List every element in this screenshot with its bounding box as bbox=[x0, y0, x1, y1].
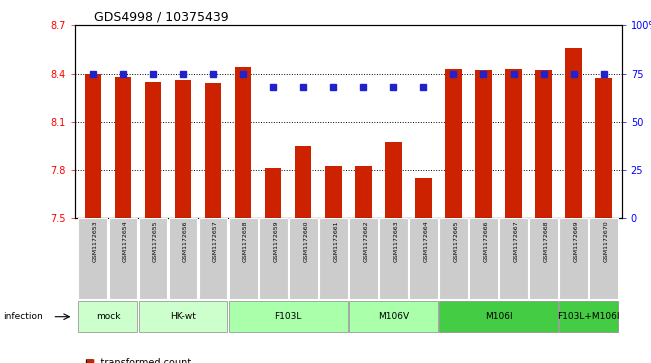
Bar bbox=[596, 78, 612, 218]
Text: M106I: M106I bbox=[485, 312, 512, 321]
Bar bbox=[499, 218, 528, 299]
Text: GSM1172666: GSM1172666 bbox=[484, 220, 488, 262]
Bar bbox=[589, 218, 618, 299]
Text: M106V: M106V bbox=[378, 312, 409, 321]
Text: GSM1172657: GSM1172657 bbox=[213, 220, 218, 262]
Bar bbox=[319, 218, 348, 299]
Text: GSM1172665: GSM1172665 bbox=[454, 220, 458, 262]
Bar bbox=[85, 73, 101, 218]
Bar bbox=[535, 70, 552, 218]
Bar bbox=[229, 218, 258, 299]
Bar bbox=[409, 218, 438, 299]
Bar bbox=[355, 167, 372, 218]
Bar bbox=[379, 218, 408, 299]
Bar bbox=[325, 167, 342, 218]
Text: HK-wt: HK-wt bbox=[170, 312, 196, 321]
Text: GSM1172653: GSM1172653 bbox=[93, 220, 98, 262]
Bar bbox=[199, 218, 227, 299]
Text: GSM1172658: GSM1172658 bbox=[243, 220, 248, 262]
Text: GDS4998 / 10375439: GDS4998 / 10375439 bbox=[94, 11, 229, 24]
Bar bbox=[235, 67, 251, 218]
Bar bbox=[139, 218, 167, 299]
Bar bbox=[169, 218, 197, 299]
Bar bbox=[565, 48, 582, 218]
Bar bbox=[505, 69, 522, 218]
Text: GSM1172663: GSM1172663 bbox=[393, 220, 398, 262]
Bar bbox=[174, 80, 191, 218]
Bar bbox=[349, 301, 438, 332]
Text: GSM1172670: GSM1172670 bbox=[603, 220, 609, 262]
Text: F103L: F103L bbox=[275, 312, 302, 321]
Text: GSM1172659: GSM1172659 bbox=[273, 220, 278, 262]
Bar bbox=[205, 83, 221, 218]
Bar bbox=[385, 142, 402, 218]
Text: GSM1172668: GSM1172668 bbox=[544, 220, 549, 262]
Text: GSM1172664: GSM1172664 bbox=[423, 220, 428, 262]
Bar bbox=[258, 218, 288, 299]
Bar bbox=[145, 82, 161, 218]
Bar bbox=[529, 218, 558, 299]
Bar bbox=[79, 301, 137, 332]
Text: GSM1172656: GSM1172656 bbox=[183, 220, 188, 262]
Text: infection: infection bbox=[3, 312, 43, 321]
Bar bbox=[439, 218, 468, 299]
Bar bbox=[79, 218, 107, 299]
Bar bbox=[289, 218, 318, 299]
Bar bbox=[115, 77, 132, 218]
Bar bbox=[295, 146, 311, 218]
Text: GSM1172655: GSM1172655 bbox=[153, 220, 158, 262]
Text: GSM1172662: GSM1172662 bbox=[363, 220, 368, 262]
Bar bbox=[559, 301, 618, 332]
Bar bbox=[109, 218, 137, 299]
Bar bbox=[559, 218, 588, 299]
Bar bbox=[475, 70, 492, 218]
Text: ■: ■ bbox=[85, 358, 94, 363]
Text: GSM1172669: GSM1172669 bbox=[574, 220, 579, 262]
Bar bbox=[139, 301, 227, 332]
Text: GSM1172660: GSM1172660 bbox=[303, 220, 308, 262]
Text: F103L+M106I: F103L+M106I bbox=[557, 312, 620, 321]
Text: GSM1172661: GSM1172661 bbox=[333, 220, 339, 262]
Text: ■  transformed count: ■ transformed count bbox=[85, 358, 191, 363]
Text: GSM1172654: GSM1172654 bbox=[123, 220, 128, 262]
Text: mock: mock bbox=[96, 312, 120, 321]
Bar bbox=[265, 168, 281, 218]
Bar bbox=[229, 301, 348, 332]
Bar bbox=[439, 301, 558, 332]
Bar bbox=[415, 178, 432, 218]
Bar bbox=[445, 69, 462, 218]
Text: GSM1172667: GSM1172667 bbox=[514, 220, 519, 262]
Bar bbox=[469, 218, 498, 299]
Bar bbox=[349, 218, 378, 299]
